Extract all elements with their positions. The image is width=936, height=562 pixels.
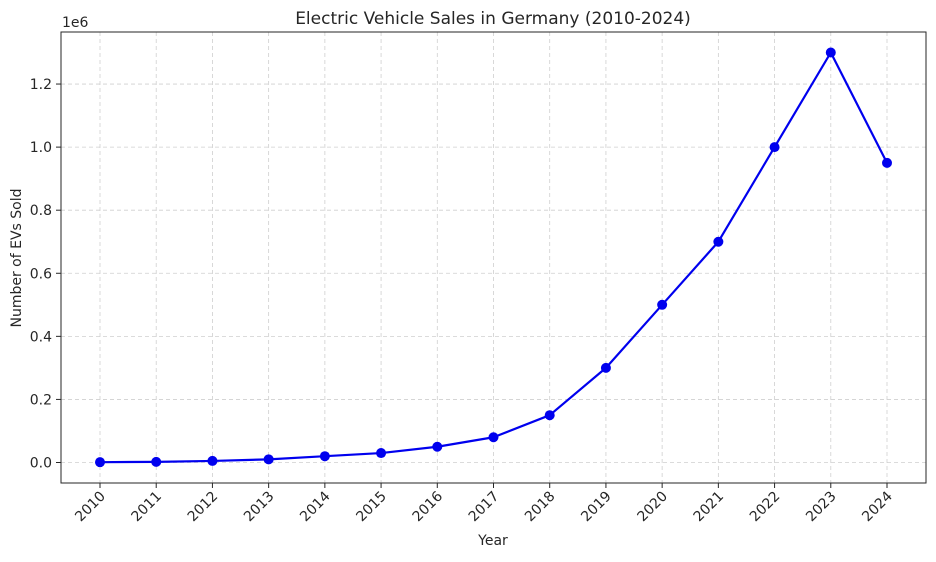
x-tick-label: 2014 [297,488,334,525]
y-axis-label: Number of EVs Sold [9,188,25,327]
x-tick-label: 2020 [634,489,671,526]
grid-layer [61,32,926,483]
data-point [376,448,387,459]
data-point [95,457,105,468]
data-point [882,157,892,168]
y-offset-text: 1e6 [62,15,89,31]
series-layer [95,47,892,468]
x-tick-label: 2015 [353,489,390,526]
axes-layer: 2010 2011 2012 2013 2014 2015 2016 2017 2018 2019… [30,31,927,526]
y-tick-label: 0.8 [30,203,52,219]
x-axis-label: Year [477,533,508,549]
y-tick-label: 0.4 [30,329,52,345]
y-tick-label: 1.2 [30,77,52,93]
data-point [488,432,499,443]
x-tick-label: 2022 [747,489,784,526]
x-tick-label: 2018 [522,489,559,526]
data-point [544,410,555,421]
y-tick-label: 0.2 [30,392,52,408]
data-point [207,455,218,466]
x-tick-label: 2012 [185,489,222,526]
y-tick-label: 1.0 [30,140,52,156]
data-point [825,47,836,58]
x-tick-label: 2023 [803,489,840,526]
x-tick-label: 2010 [72,489,109,526]
data-point [263,454,274,465]
data-point [713,236,724,247]
x-tick-label: 2019 [578,489,615,526]
x-tick-label: 2016 [410,488,447,525]
data-point [432,441,443,452]
data-point [657,299,668,310]
data-point [600,362,611,373]
chart-title: Electric Vehicle Sales in Germany (2010-… [295,9,691,29]
plot-frame [60,31,927,484]
label-layer: Electric Vehicle Sales in Germany (2010-… [9,9,691,549]
x-tick-label: 2024 [859,488,896,525]
data-point [769,142,780,153]
y-tick-label: 0.0 [30,456,52,472]
x-tick-label: 2013 [241,489,278,526]
x-tick-label: 2017 [466,489,503,526]
y-tick-label: 0.6 [30,266,52,282]
data-point [151,456,162,467]
x-tick-label: 2021 [691,489,728,526]
x-tick-label: 2011 [129,489,166,526]
data-point [319,451,330,462]
